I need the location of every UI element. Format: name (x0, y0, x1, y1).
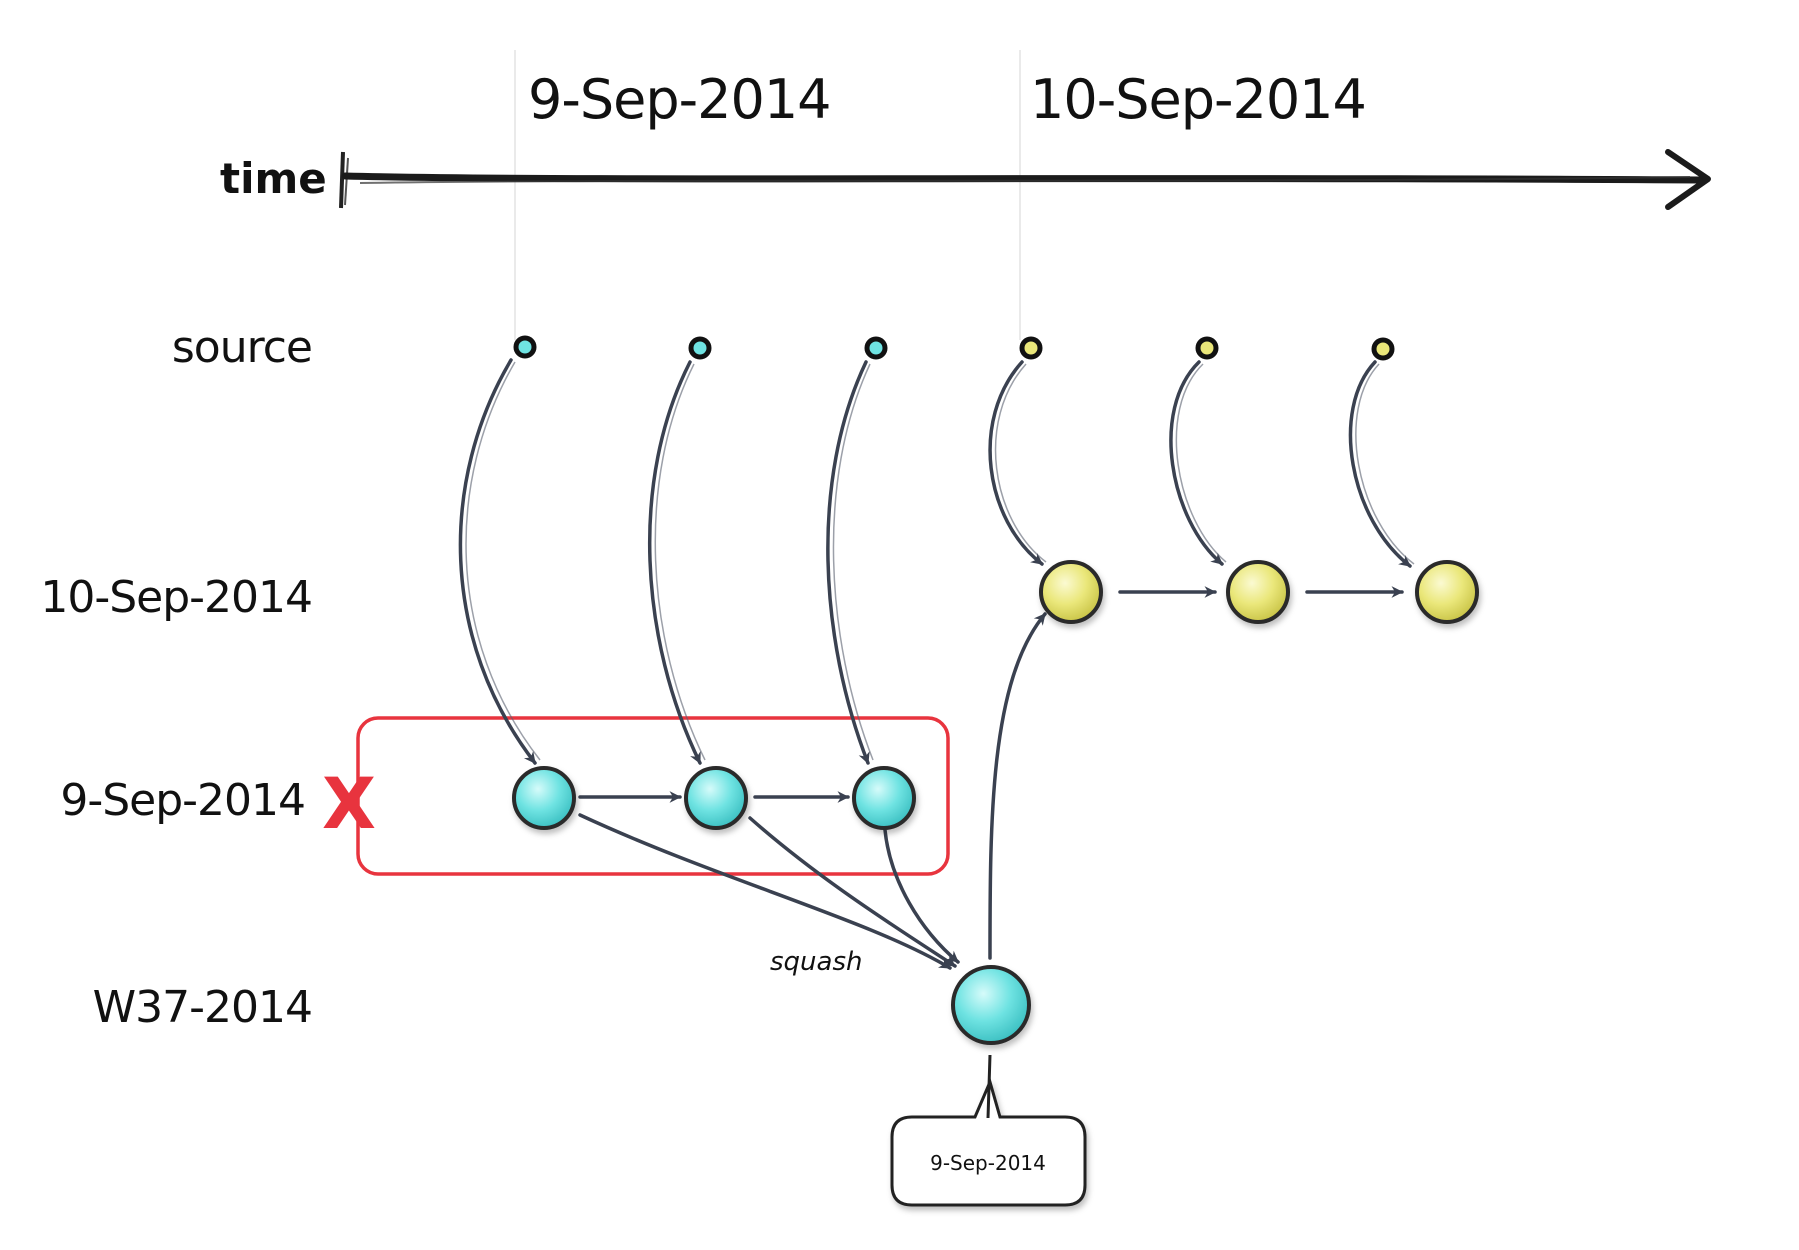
source-events (513, 335, 1395, 361)
day1-node-3 (852, 766, 916, 830)
day2-node-2 (1226, 560, 1290, 624)
lane-label-source: source (172, 322, 312, 373)
week-nodes (951, 965, 1031, 1045)
lane-label-day1: 9-Sep-2014 (60, 775, 305, 826)
lane-label-day2: 10-Sep-2014 (40, 572, 312, 623)
source-event-yellow-1 (1019, 336, 1043, 360)
arrows-squash (578, 612, 1047, 970)
squash-label: squash (770, 947, 863, 977)
week-node-1 (951, 965, 1031, 1045)
arrow-source-5 (1169, 360, 1224, 566)
time-axis (339, 149, 1711, 210)
day1-node-2 (684, 766, 748, 830)
arrows-source-to-lanes-sketch (465, 361, 1415, 761)
callout-bubble (890, 1077, 1087, 1207)
arrow-source-4 (988, 360, 1044, 566)
arrow-source-1 (458, 358, 537, 765)
arrows-source-to-lanes (458, 358, 1412, 765)
source-event-cyan-2 (688, 336, 712, 360)
arrow-squash-1 (578, 813, 952, 970)
day2-nodes (1039, 560, 1479, 624)
day1-node-1 (512, 766, 576, 830)
source-event-yellow-3 (1371, 337, 1395, 361)
highlight-box (356, 716, 950, 876)
arrows-within-lanes (578, 586, 1404, 803)
day2-node-1 (1039, 560, 1103, 624)
time-axis-arrowhead (1665, 149, 1711, 210)
time-axis-label: time (220, 154, 327, 203)
day1-nodes (512, 766, 916, 830)
source-event-cyan-3 (864, 336, 888, 360)
callout-pointer (986, 1054, 992, 1119)
arrow-source-3 (826, 360, 870, 765)
delete-x-mark: X (322, 763, 376, 845)
callout-text: 9-Sep-2014 (930, 1151, 1046, 1175)
arrow-squash-2 (748, 816, 957, 968)
arrow-source-6 (1348, 360, 1412, 568)
source-event-yellow-2 (1195, 336, 1219, 360)
arrow-source-2 (647, 360, 702, 765)
callout: 9-Sep-2014 (890, 1054, 1087, 1207)
arrow-squash-3 (883, 828, 960, 964)
arrow-week-to-day2 (988, 612, 1047, 960)
date-heading-day2: 10-Sep-2014 (1030, 68, 1366, 131)
date-heading-day1: 9-Sep-2014 (528, 68, 831, 131)
source-event-cyan-1 (513, 335, 537, 359)
lane-label-week: W37-2014 (93, 982, 312, 1033)
day2-node-3 (1415, 560, 1479, 624)
